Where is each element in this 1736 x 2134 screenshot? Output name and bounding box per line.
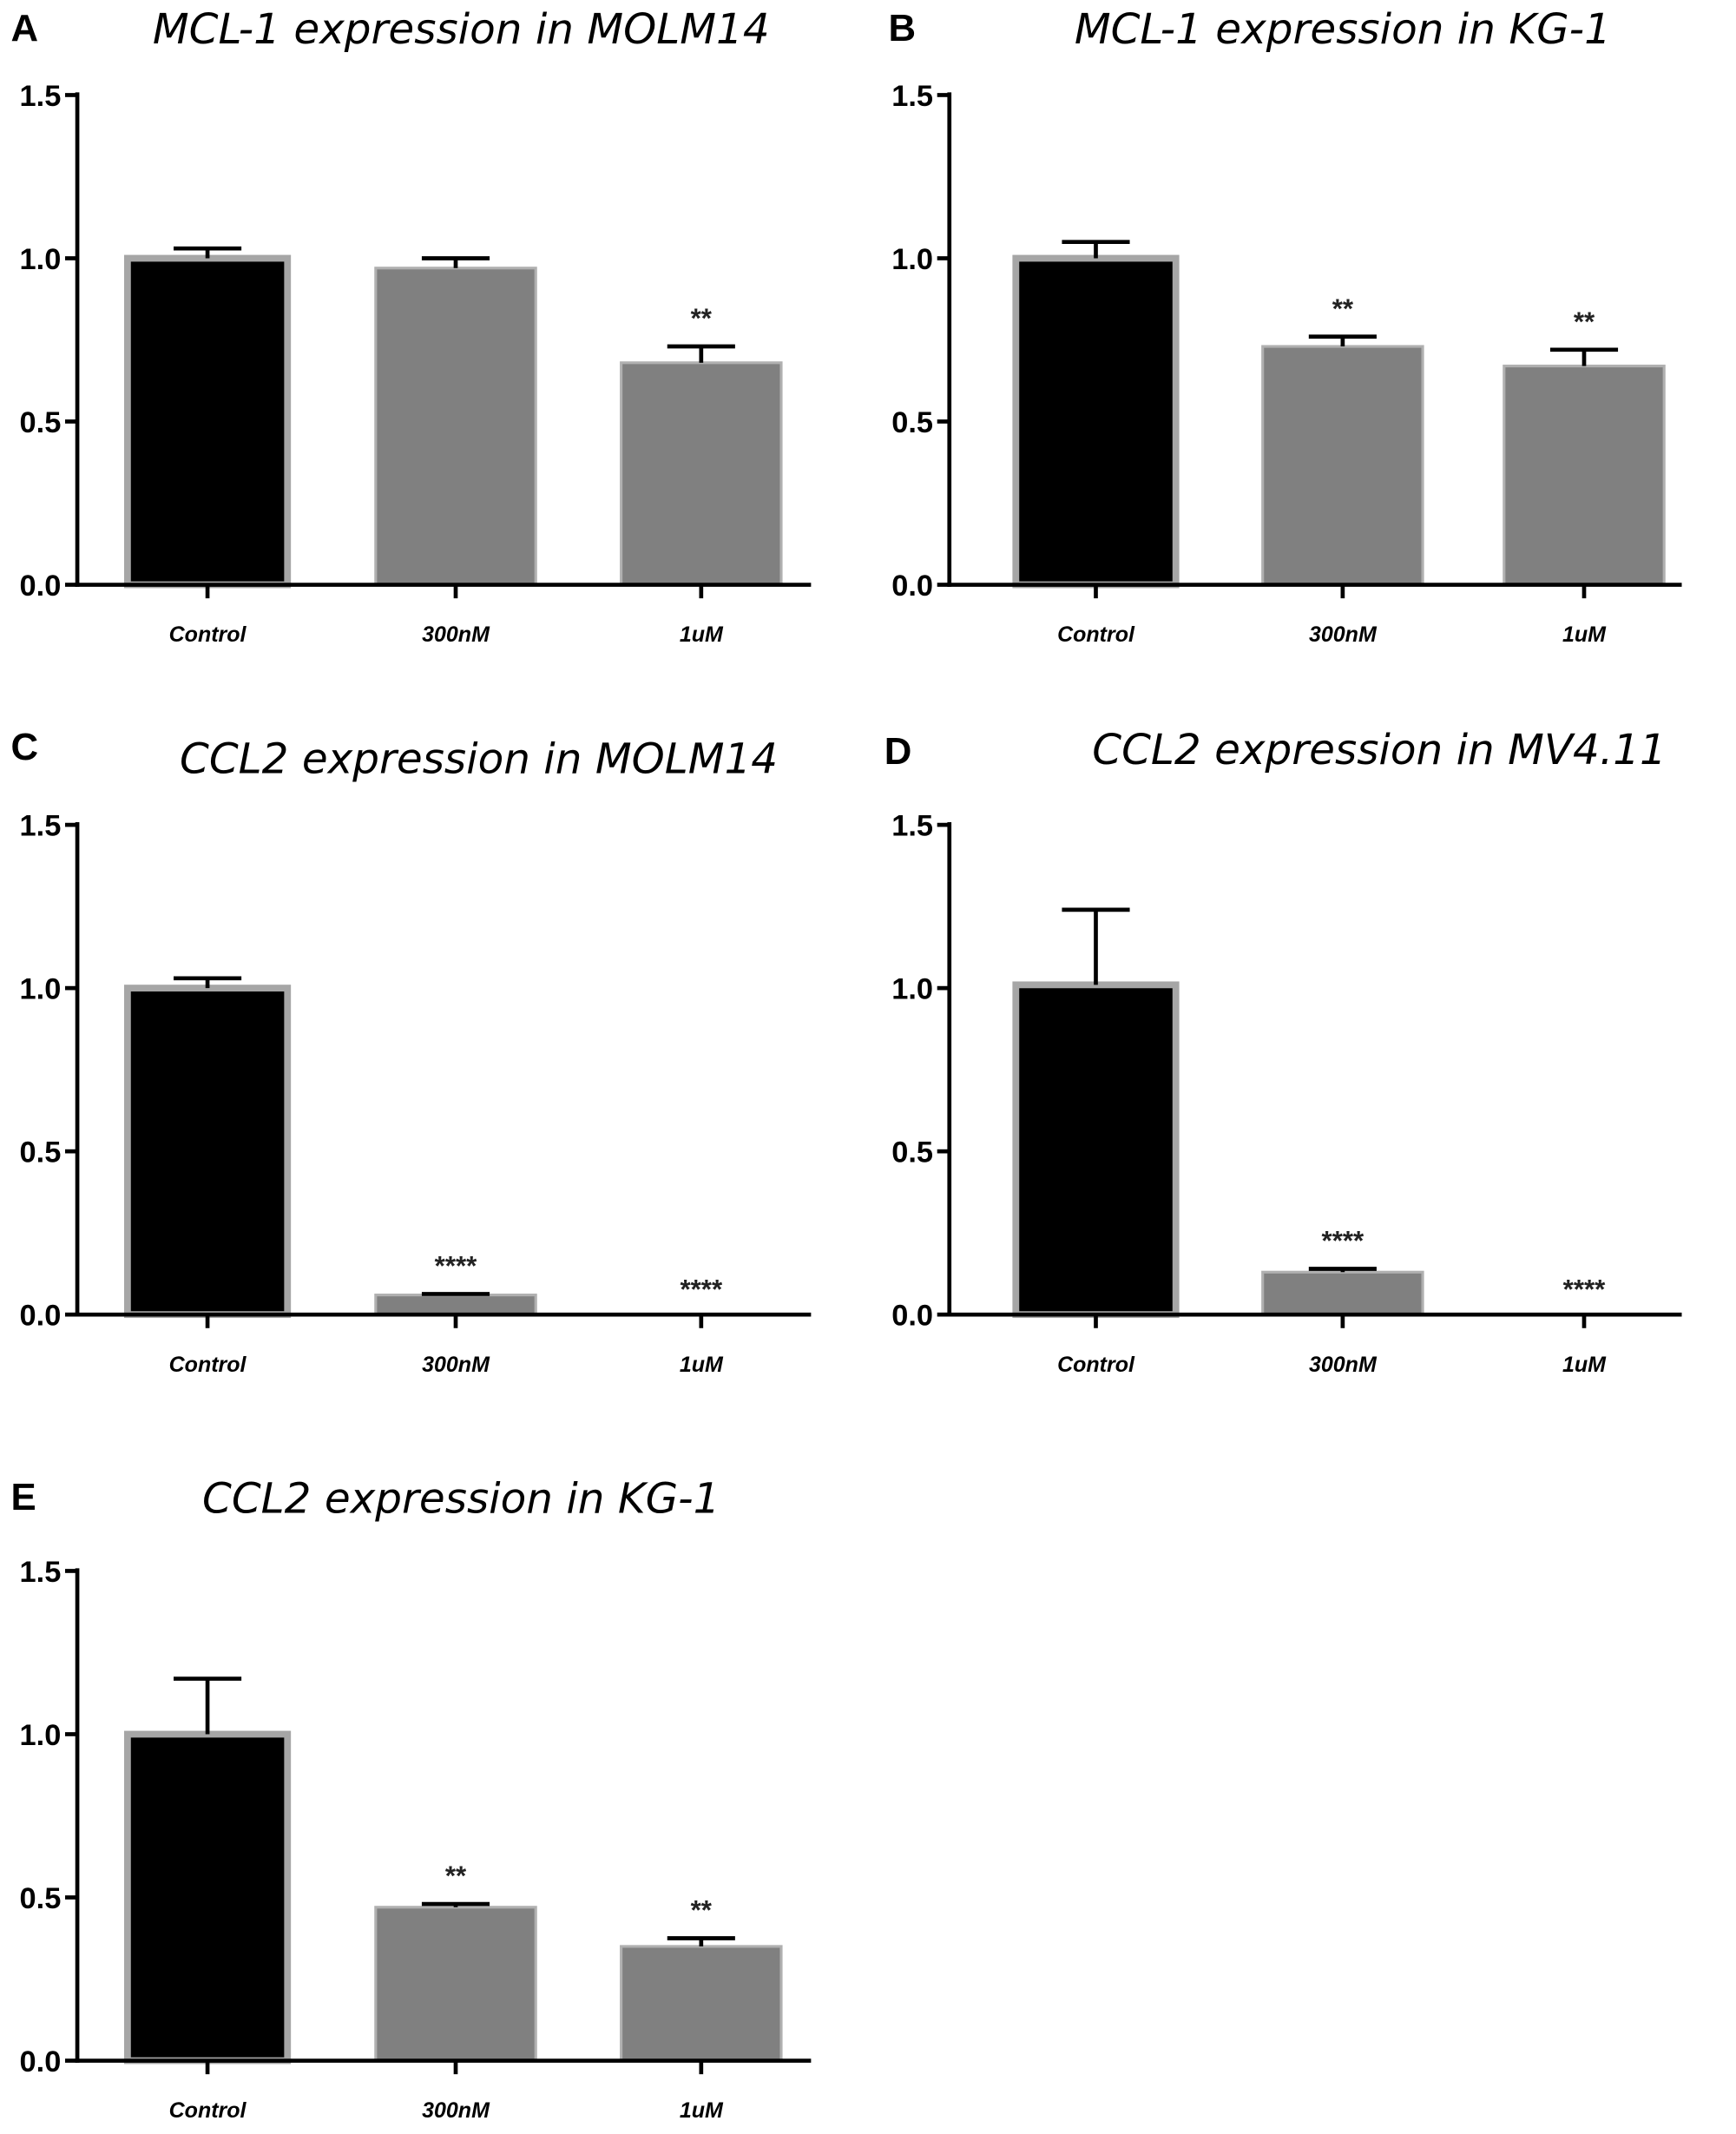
panel-letter: E xyxy=(11,1476,36,1518)
x-tick-label: 300nM xyxy=(422,622,490,647)
bar-control xyxy=(1012,254,1180,589)
bar-control xyxy=(123,254,292,589)
x-tick-label: Control xyxy=(169,622,247,647)
panel-b: B MCL-1 expression in KG-1 Control ** 300nM *… xyxy=(888,5,1682,647)
significance-marker: ** xyxy=(691,1895,713,1926)
bar-300nm xyxy=(374,267,537,587)
y-tick-label: 1.0 xyxy=(891,973,933,1006)
bar-300nm xyxy=(1261,345,1424,587)
y-tick-label: 0.5 xyxy=(20,406,62,439)
panel-a: A MCL-1 expression in MOLM14 Control 300nM *… xyxy=(11,5,812,647)
x-tick-label: Control xyxy=(1057,1353,1135,1377)
significance-marker: **** xyxy=(680,1274,722,1304)
bar-control xyxy=(123,985,292,1319)
bar-1um xyxy=(620,1945,783,2063)
panel-letter: B xyxy=(888,7,916,49)
chart-title: CCL2 expression in MV4.11 xyxy=(1092,726,1667,774)
chart-title: CCL2 expression in MOLM14 xyxy=(180,735,778,784)
bar-300nm xyxy=(374,1294,537,1316)
y-tick-label: 0.5 xyxy=(20,1882,62,1915)
y-tick-label: 1.5 xyxy=(20,1556,62,1589)
bar-control xyxy=(1012,981,1180,1319)
y-tick-label: 1.5 xyxy=(891,810,933,843)
x-tick-label: 300nM xyxy=(422,1353,490,1377)
chart-title: MCL-1 expression in MOLM14 xyxy=(153,5,770,54)
x-tick-label: 1uM xyxy=(680,622,724,647)
y-tick-label: 0.5 xyxy=(20,1136,62,1169)
y-tick-label: 0.0 xyxy=(891,1300,933,1333)
y-tick-label: 1.0 xyxy=(20,973,62,1006)
y-tick-label: 1.0 xyxy=(20,243,62,276)
x-tick-label: 1uM xyxy=(680,1353,724,1377)
bar-control xyxy=(123,1730,292,2065)
significance-marker: ** xyxy=(1332,293,1354,324)
significance-marker: ** xyxy=(445,1861,467,1891)
significance-marker: **** xyxy=(435,1251,477,1281)
x-tick-label: 1uM xyxy=(1562,622,1607,647)
panel-letter: D xyxy=(884,730,912,773)
y-tick-label: 0.0 xyxy=(891,570,933,603)
x-tick-label: 300nM xyxy=(1309,1353,1378,1377)
panel-d: D CCL2 expression in MV4.11 Control **** 300… xyxy=(884,726,1682,1377)
panel-c: C CCL2 expression in MOLM14 Control **** 300… xyxy=(11,726,812,1377)
y-tick-label: 0.0 xyxy=(20,1300,62,1333)
y-tick-label: 0.0 xyxy=(20,570,62,603)
significance-marker: **** xyxy=(1322,1226,1364,1256)
significance-marker: ** xyxy=(691,303,713,333)
x-tick-label: 300nM xyxy=(1309,622,1378,647)
y-tick-label: 1.0 xyxy=(891,243,933,276)
chart-title: CCL2 expression in KG-1 xyxy=(202,1474,720,1523)
panel-e: E CCL2 expression in KG-1 Control ** 300nM **… xyxy=(11,1474,812,2123)
bar-1um xyxy=(1503,365,1666,587)
chart-title: MCL-1 expression in KG-1 xyxy=(1075,5,1611,54)
y-tick-label: 1.5 xyxy=(891,80,933,113)
bar-1um xyxy=(620,361,783,587)
y-tick-label: 1.5 xyxy=(20,810,62,843)
panel-letter: A xyxy=(11,7,39,49)
x-tick-label: Control xyxy=(169,2098,247,2123)
x-tick-label: 1uM xyxy=(1562,1353,1607,1377)
y-tick-label: 1.5 xyxy=(20,80,62,113)
y-tick-label: 0.0 xyxy=(20,2045,62,2078)
x-tick-label: 300nM xyxy=(422,2098,490,2123)
bar-300nm xyxy=(374,1906,537,2063)
significance-marker: **** xyxy=(1563,1274,1606,1304)
y-tick-label: 1.0 xyxy=(20,1719,62,1752)
bar-300nm xyxy=(1261,1270,1424,1316)
x-tick-label: 1uM xyxy=(680,2098,724,2123)
x-tick-label: Control xyxy=(1057,622,1135,647)
x-tick-label: Control xyxy=(169,1353,247,1377)
y-tick-label: 0.5 xyxy=(891,1136,933,1169)
significance-marker: ** xyxy=(1574,306,1595,337)
y-tick-label: 0.5 xyxy=(891,406,933,439)
panel-letter: C xyxy=(11,726,39,768)
